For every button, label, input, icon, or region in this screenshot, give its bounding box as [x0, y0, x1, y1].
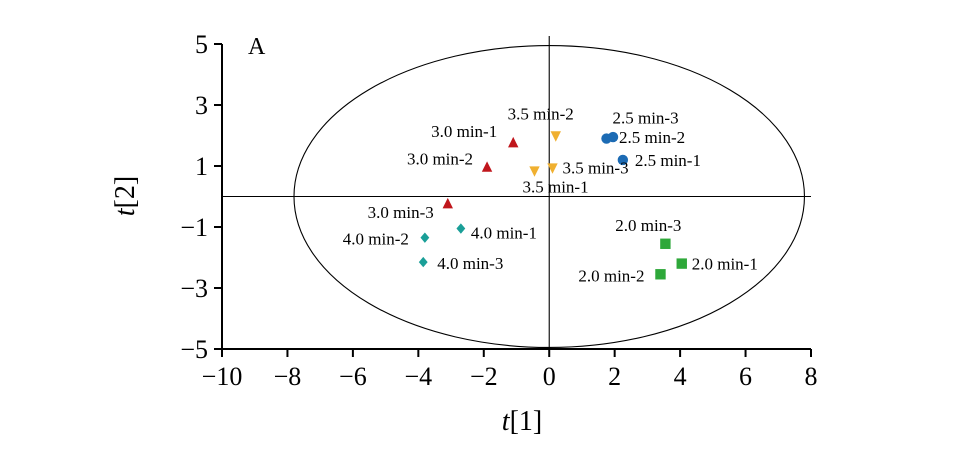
x-tick-label: −4 — [404, 362, 432, 391]
data-point-2-0-min — [676, 258, 687, 269]
x-tick-label: 2 — [608, 362, 621, 391]
point-label: 3.0 min-2 — [407, 150, 473, 169]
y-tick-label: −5 — [180, 335, 208, 364]
point-label: 2.5 min-2 — [619, 128, 685, 147]
x-tick-label: −8 — [274, 362, 302, 391]
point-label: 3.0 min-3 — [368, 203, 434, 222]
data-point-3-0-min — [442, 197, 453, 209]
y-tick-label: −3 — [180, 274, 208, 303]
data-point-3-5-min — [547, 163, 558, 174]
y-axis-title: t[2] — [110, 176, 141, 216]
y-tick-label: 5 — [195, 30, 208, 59]
data-point-3-5-min — [550, 131, 561, 142]
data-point-4-0-min — [418, 256, 428, 268]
x-tick-label: −10 — [202, 362, 243, 391]
x-axis-title-italic: t — [502, 406, 511, 437]
data-point-3-0-min — [481, 161, 493, 172]
point-label: 4.0 min-2 — [343, 230, 409, 249]
data-point-4-0-min — [456, 223, 466, 234]
point-label: 2.0 min-2 — [578, 266, 644, 285]
point-label: 2.5 min-3 — [612, 109, 678, 128]
data-point-4-0-min — [420, 232, 430, 243]
y-axis-title-italic: t — [110, 207, 141, 216]
data-point-2-0-min — [660, 238, 671, 249]
x-tick-label: 8 — [805, 362, 818, 391]
data-point-2-0-min — [655, 269, 666, 280]
x-tick-label: 6 — [739, 362, 752, 391]
x-axis-title: t[1] — [502, 406, 542, 437]
point-label: 2.5 min-1 — [635, 151, 701, 170]
data-point-3-5-min — [529, 166, 540, 177]
point-label: 3.5 min-2 — [508, 105, 574, 124]
x-axis-title-rest: [1] — [510, 406, 543, 437]
data-point-2-5-min — [617, 154, 629, 166]
point-label: 2.0 min-1 — [692, 255, 758, 274]
point-label: 4.0 min-1 — [471, 224, 537, 243]
y-tick-label: 3 — [195, 91, 208, 120]
y-tick-label: −1 — [180, 213, 208, 242]
x-tick-label: −6 — [339, 362, 367, 391]
y-axis-title-rest: [2] — [110, 176, 141, 209]
x-tick-label: 4 — [674, 362, 687, 391]
point-label: 3.5 min-1 — [522, 178, 588, 197]
point-label: 3.0 min-1 — [431, 122, 497, 141]
y-tick-label: 1 — [195, 152, 208, 181]
data-point-2-5-min — [601, 133, 612, 144]
point-label: 4.0 min-3 — [437, 254, 503, 273]
data-point-3-0-min — [508, 136, 519, 148]
x-tick-label: 0 — [543, 362, 556, 391]
panel-label: A — [248, 34, 266, 60]
point-label: 2.0 min-3 — [615, 216, 681, 235]
point-label: 3.5 min-3 — [562, 159, 628, 178]
x-tick-label: −2 — [470, 362, 498, 391]
